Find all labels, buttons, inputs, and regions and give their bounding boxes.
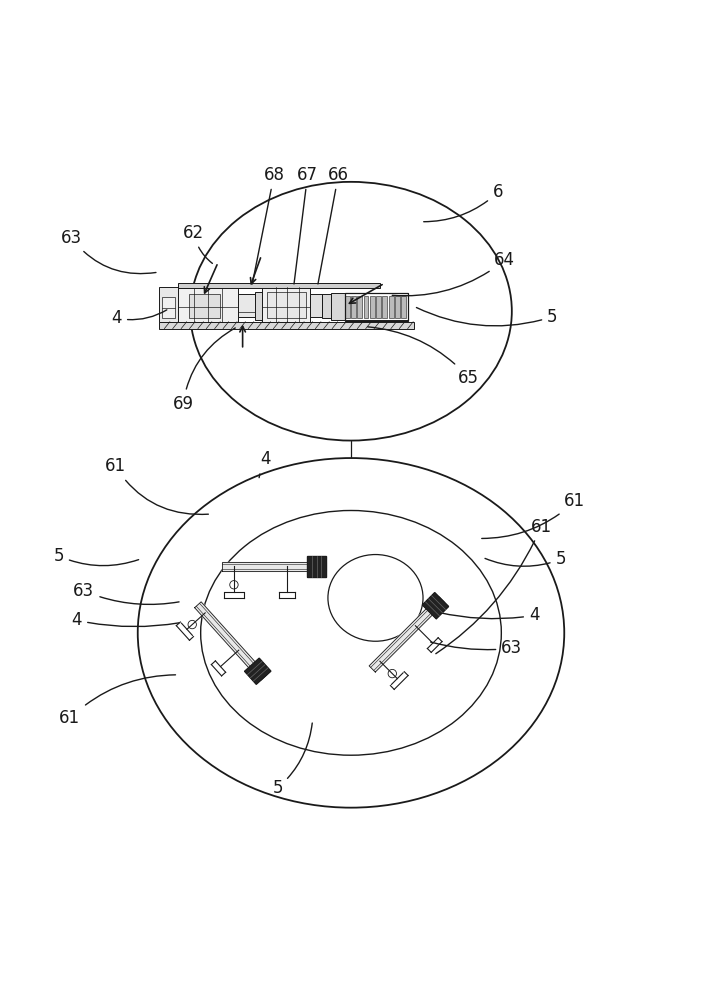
Text: 4: 4 — [259, 450, 271, 478]
Bar — [364, 296, 369, 318]
Bar — [395, 296, 400, 318]
Bar — [370, 296, 375, 318]
Polygon shape — [423, 593, 449, 619]
Bar — [351, 296, 356, 318]
Bar — [263, 287, 310, 322]
Text: 64: 64 — [392, 251, 515, 296]
Bar — [383, 296, 388, 318]
Text: 61: 61 — [60, 675, 176, 727]
Text: 63: 63 — [73, 582, 179, 604]
Text: 5: 5 — [272, 723, 312, 797]
Bar — [322, 294, 331, 318]
Bar — [238, 294, 256, 317]
Text: 65: 65 — [368, 327, 479, 387]
Text: 4: 4 — [72, 611, 179, 629]
Bar — [189, 294, 220, 318]
Bar — [310, 294, 322, 317]
Text: 62: 62 — [183, 224, 213, 263]
Polygon shape — [194, 602, 267, 681]
Text: 66: 66 — [318, 166, 349, 284]
Bar — [345, 293, 408, 321]
Text: 5: 5 — [53, 547, 138, 566]
Bar — [389, 296, 394, 318]
Text: 61: 61 — [482, 492, 585, 538]
Bar — [345, 296, 350, 318]
Bar — [159, 287, 178, 322]
Text: 67: 67 — [294, 166, 318, 284]
Text: 69: 69 — [173, 328, 235, 413]
Text: 6: 6 — [424, 183, 503, 222]
Bar — [357, 296, 362, 318]
Text: 61: 61 — [105, 457, 208, 514]
Bar — [331, 293, 345, 320]
Bar — [159, 322, 414, 329]
Bar — [402, 296, 406, 318]
Text: 61: 61 — [436, 518, 552, 654]
Bar — [162, 297, 175, 318]
Polygon shape — [223, 562, 326, 571]
Bar — [178, 288, 238, 322]
Text: 68: 68 — [252, 166, 284, 284]
Bar — [376, 296, 381, 318]
Polygon shape — [307, 556, 326, 577]
Text: 63: 63 — [430, 639, 522, 657]
Text: 63: 63 — [61, 229, 156, 274]
Polygon shape — [369, 596, 445, 672]
Text: 5: 5 — [416, 308, 557, 326]
Bar — [178, 283, 380, 288]
Bar — [256, 292, 263, 320]
Bar — [267, 292, 305, 318]
Text: 4: 4 — [112, 309, 167, 327]
Text: 4: 4 — [439, 606, 539, 624]
Text: 5: 5 — [485, 550, 566, 568]
Polygon shape — [244, 658, 271, 684]
